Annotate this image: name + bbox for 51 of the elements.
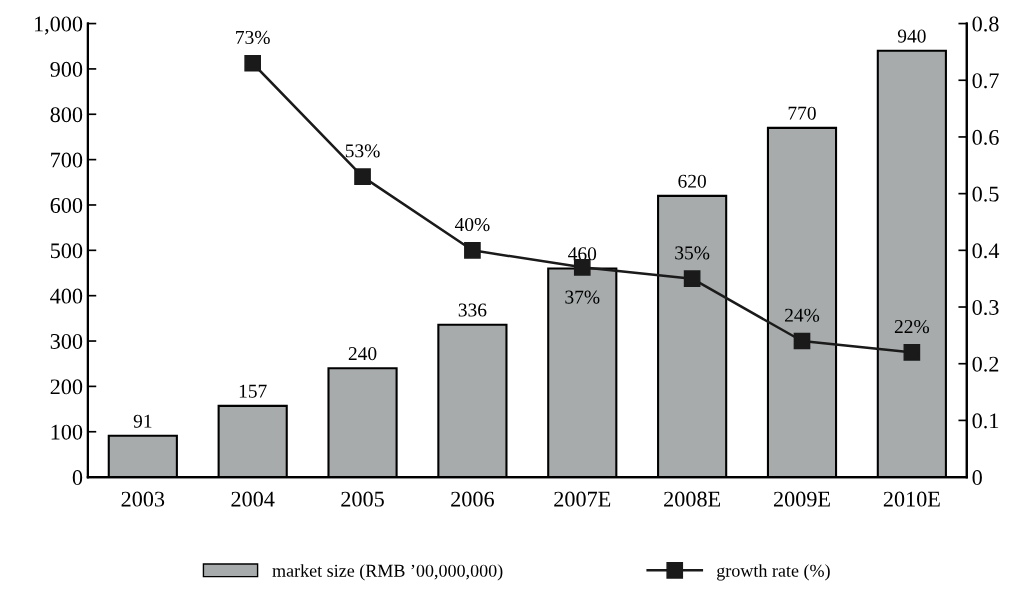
y-tick-label: 400 <box>50 288 83 304</box>
y2-tick-label: 0.7 <box>972 73 999 89</box>
point <box>464 241 481 259</box>
data-label: 53% <box>345 144 380 158</box>
data-label: 240 <box>348 347 377 361</box>
y-tick-label: 0 <box>72 470 83 486</box>
x-tick-label: 2010E <box>883 491 940 507</box>
legend-label: growth rate (%) <box>717 564 830 581</box>
y-tick-label: 100 <box>51 424 83 440</box>
x-tick-label: 2003 <box>121 491 165 507</box>
data-label: 37% <box>565 290 600 304</box>
point <box>683 270 701 288</box>
x-tick-label: 2009E <box>773 491 830 507</box>
legend-label: market size (RMB ’00,000,000) <box>272 564 503 581</box>
y-tick-label: 700 <box>51 152 83 168</box>
point <box>244 54 262 72</box>
data-label: 770 <box>788 106 816 120</box>
point <box>793 332 811 350</box>
data-label: 73% <box>236 30 270 45</box>
x-tick-label: 2005 <box>341 491 384 507</box>
data-label: 940 <box>897 29 926 43</box>
data-label: 91 <box>133 414 152 428</box>
y2-tick-label: 0 <box>972 470 982 486</box>
x-tick-label: 2007E <box>554 491 611 507</box>
y2-tick-label: 0.2 <box>972 356 999 372</box>
y-tick-label: 200 <box>50 379 83 395</box>
x-tick-label: 2008E <box>664 491 721 507</box>
data-label: 22% <box>894 319 930 334</box>
y2-tick-label: 0.1 <box>972 413 999 429</box>
data-label: 336 <box>458 303 487 317</box>
y-tick-label: 800 <box>50 107 83 123</box>
y-tick-label: 600 <box>50 197 83 213</box>
y2-tick-label: 0.6 <box>972 129 999 145</box>
y2-tick-label: 0.5 <box>972 186 999 202</box>
y2-tick-label: 0.4 <box>972 243 1000 259</box>
data-label: 157 <box>239 384 267 398</box>
y2-tick-label: 0.8 <box>972 16 999 32</box>
point <box>903 344 921 361</box>
y2-tick-label: 0.3 <box>972 299 999 316</box>
data-label: 460 <box>568 247 597 261</box>
x-tick-label: 2004 <box>231 491 275 507</box>
y-tick-label: 300 <box>50 333 83 349</box>
y-tick-label: 1,000 <box>34 16 83 35</box>
y-tick-label: 900 <box>50 61 83 77</box>
point <box>354 168 371 185</box>
x-tick-label: 2006 <box>451 491 494 507</box>
data-label: 620 <box>678 174 706 188</box>
y-tick-label: 500 <box>50 243 83 259</box>
data-label: 35% <box>675 246 710 260</box>
data-label: 40% <box>454 217 490 232</box>
data-label: 24% <box>785 308 820 322</box>
